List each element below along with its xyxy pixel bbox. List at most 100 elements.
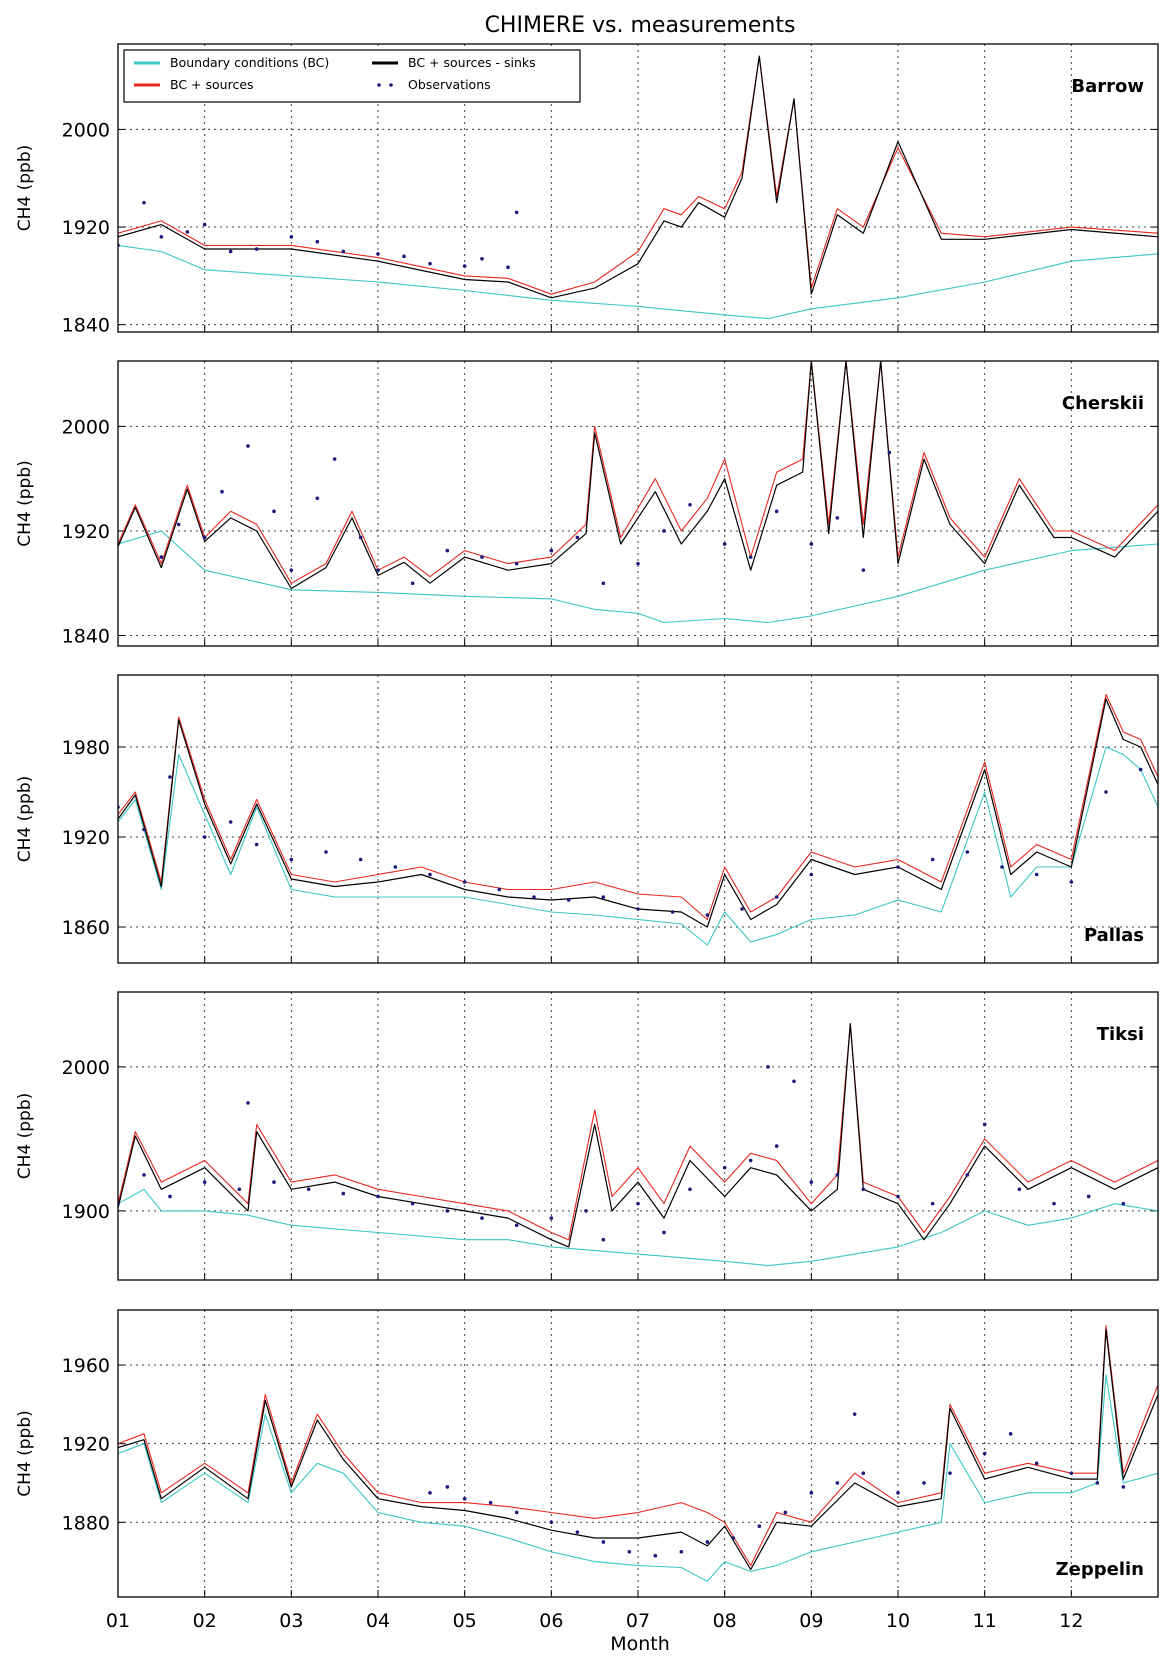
observation-point bbox=[428, 1491, 432, 1495]
observation-point bbox=[228, 249, 233, 254]
panel-frame bbox=[117, 991, 1159, 1281]
observation-point bbox=[852, 1412, 857, 1416]
x-tick-label: 12 bbox=[1059, 1610, 1083, 1632]
observation-point bbox=[948, 1471, 952, 1475]
observation-point bbox=[688, 503, 692, 507]
plot-area bbox=[118, 1023, 1158, 1267]
observations-series bbox=[428, 1412, 1126, 1558]
station-label-pallas: Pallas bbox=[1084, 925, 1144, 946]
x-tick-label: 04 bbox=[366, 1610, 390, 1632]
observation-point bbox=[306, 1187, 311, 1192]
observation-point bbox=[722, 1165, 727, 1170]
observation-point bbox=[410, 1201, 415, 1206]
observation-point bbox=[835, 1173, 840, 1177]
bc-sources-sinks-series-line bbox=[118, 1329, 1158, 1571]
x-tick-label: 05 bbox=[453, 1610, 477, 1632]
y-axis-label: CH4 (ppb) bbox=[15, 776, 35, 863]
observation-point bbox=[896, 1491, 900, 1495]
observation-point bbox=[315, 496, 320, 501]
observation-point bbox=[861, 1187, 866, 1192]
observation-point bbox=[272, 509, 276, 514]
y-tick-label: 1900 bbox=[62, 1201, 110, 1223]
observations-series bbox=[118, 200, 519, 270]
observation-point bbox=[662, 529, 666, 533]
panel-cherskii: 1840 1920 2000 CH4 (ppb) Cherskii bbox=[15, 360, 1159, 648]
observation-point bbox=[514, 1510, 519, 1515]
y-tick-label: 1920 bbox=[62, 521, 110, 543]
observation-point bbox=[722, 542, 727, 546]
observation-point bbox=[1104, 790, 1108, 794]
observation-point bbox=[835, 516, 840, 520]
observation-point bbox=[896, 1194, 900, 1199]
bc-sources-series-line bbox=[118, 1325, 1158, 1567]
observation-point bbox=[575, 535, 580, 540]
observation-point bbox=[428, 872, 432, 877]
observation-point bbox=[402, 254, 406, 259]
observation-point bbox=[142, 1173, 146, 1177]
bc-sources-sinks-series-line bbox=[118, 361, 1158, 590]
observation-point bbox=[636, 561, 640, 566]
observation-point bbox=[930, 1201, 935, 1206]
observation-point bbox=[358, 857, 363, 862]
observation-point bbox=[896, 865, 900, 869]
observation-point bbox=[176, 522, 181, 527]
observation-point bbox=[228, 820, 233, 824]
legend-box bbox=[123, 49, 581, 103]
observation-point bbox=[159, 555, 164, 559]
y-tick-label: 2000 bbox=[62, 416, 110, 438]
observation-point bbox=[783, 1510, 788, 1515]
y-tick-label: 1920 bbox=[62, 827, 110, 849]
observation-point bbox=[332, 457, 337, 461]
panel-tiksi: 1900 2000 CH4 (ppb) Tiksi bbox=[15, 991, 1159, 1281]
observation-point bbox=[861, 568, 866, 572]
plot-area bbox=[118, 693, 1158, 946]
observation-point bbox=[393, 865, 398, 869]
observation-point bbox=[930, 857, 935, 862]
bc-series-line bbox=[118, 244, 1158, 320]
panels-group: 1840 1920 2000 CH4 (ppb) Barrow 1840 1920 2000 C… bbox=[15, 43, 1159, 1632]
y-tick-label: 2000 bbox=[62, 1057, 110, 1079]
x-axis-label: Month bbox=[610, 1633, 670, 1655]
bc-sources-series-line bbox=[118, 693, 1158, 921]
observation-point bbox=[480, 555, 484, 559]
observation-point bbox=[142, 827, 146, 832]
observation-point bbox=[887, 450, 892, 455]
observation-point bbox=[965, 1173, 970, 1177]
observation-point bbox=[220, 489, 224, 494]
legend-label: BC + sources bbox=[170, 77, 254, 92]
observation-point bbox=[532, 895, 536, 899]
y-tick-label: 1840 bbox=[62, 626, 110, 648]
x-tick-label: 06 bbox=[539, 1610, 563, 1632]
observation-point bbox=[315, 239, 320, 244]
plot-area bbox=[118, 361, 1158, 624]
observation-point bbox=[792, 1079, 796, 1084]
observation-point bbox=[462, 264, 467, 268]
observation-point bbox=[1017, 1187, 1022, 1192]
x-tick-label: 03 bbox=[279, 1610, 303, 1632]
legend: Boundary conditions (BC) BC + sources BC +… bbox=[123, 49, 581, 103]
observation-point bbox=[289, 857, 294, 862]
observation-point bbox=[1138, 767, 1143, 772]
observation-point bbox=[289, 235, 294, 239]
observation-point bbox=[774, 895, 779, 899]
observation-point bbox=[1052, 1201, 1056, 1206]
observation-point bbox=[246, 1101, 250, 1105]
y-tick-label: 1980 bbox=[62, 737, 110, 759]
observation-point bbox=[566, 898, 571, 902]
y-tick-label: 2000 bbox=[62, 119, 110, 141]
observation-point bbox=[341, 1191, 346, 1196]
observation-point bbox=[202, 1180, 207, 1184]
legend-swatch bbox=[377, 83, 381, 87]
observation-point bbox=[445, 548, 450, 553]
observation-point bbox=[965, 850, 970, 854]
observation-point bbox=[982, 1122, 987, 1127]
observation-point bbox=[679, 1549, 684, 1554]
observations-series bbox=[159, 444, 892, 586]
station-label-barrow: Barrow bbox=[1071, 76, 1144, 97]
observation-point bbox=[462, 880, 467, 884]
bc-sources-sinks-series-line bbox=[118, 1023, 1158, 1248]
observation-point bbox=[324, 850, 328, 854]
observation-point bbox=[254, 247, 259, 251]
station-label-cherskii: Cherskii bbox=[1062, 393, 1144, 414]
